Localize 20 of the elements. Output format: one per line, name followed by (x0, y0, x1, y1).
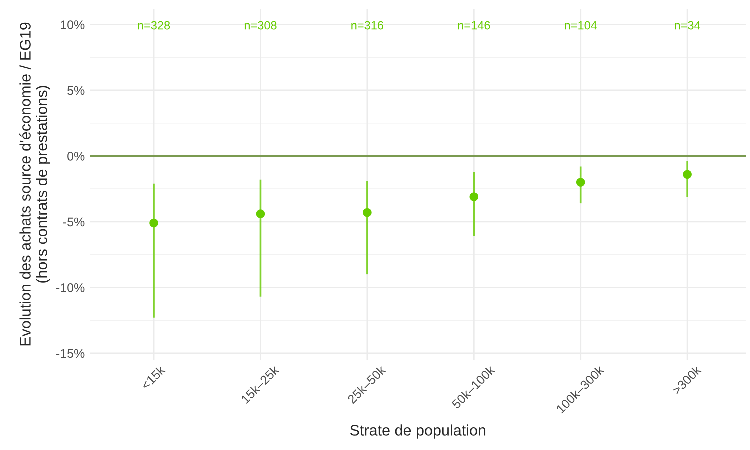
y-tick-label: 10% (61, 20, 85, 30)
point (470, 192, 479, 202)
annotation: n=328 (138, 21, 170, 30)
y-tick-label: 0% (68, 152, 85, 161)
point (256, 210, 266, 218)
y-tick-label: -15% (56, 349, 85, 358)
y-axis-title: Evolution des achats source d'économie / EG19 (hors contrats de prestations) (20, 22, 50, 346)
y-tick-label: -10% (56, 283, 85, 292)
point (363, 208, 372, 218)
annotation: n=146 (458, 21, 490, 30)
annotation: n=34 (675, 21, 701, 30)
y-tick-label: -5% (63, 218, 85, 227)
point (150, 218, 158, 228)
y-tick-label: 5% (68, 86, 85, 96)
x-axis-title: Strate de population (350, 424, 486, 439)
annotation: n=316 (352, 21, 384, 30)
annotation: n=104 (565, 21, 598, 30)
point (683, 170, 692, 180)
point (576, 178, 586, 187)
annotation: n=308 (244, 21, 277, 30)
